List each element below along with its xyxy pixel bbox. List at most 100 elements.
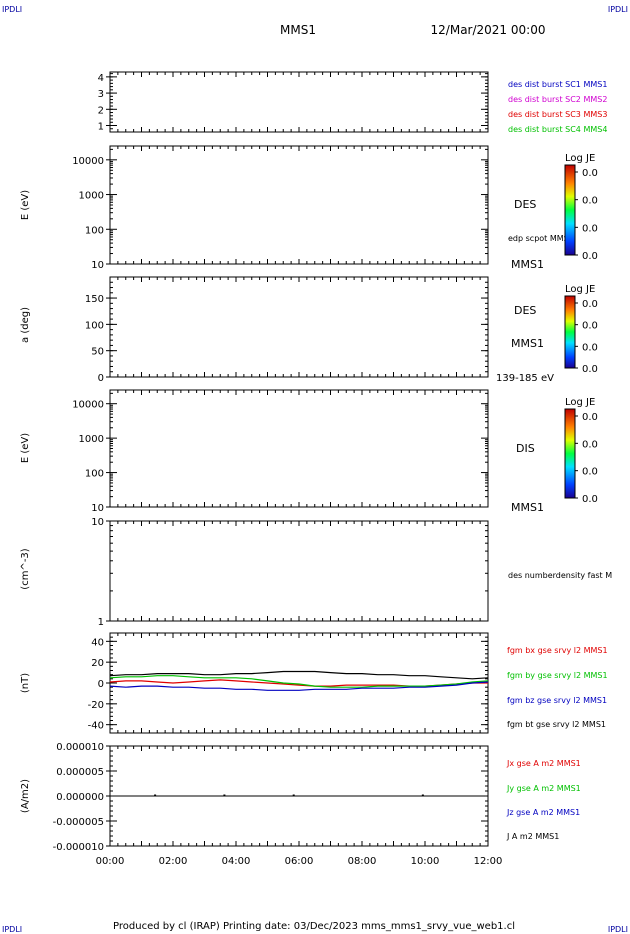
x-tick-label: 08:00 (348, 856, 377, 867)
colorbar (564, 408, 576, 499)
y-tick-label: 20 (91, 658, 104, 669)
corner-label-bottom-left: IPDLI (2, 925, 22, 934)
colorbar-tick-label: 0.0 (582, 412, 598, 423)
y-tick-label: 0 (98, 679, 104, 690)
y-tick-label: 50 (91, 347, 104, 358)
colorbar-tick-label: 0.0 (582, 342, 598, 353)
y-tick-label: -20 (88, 700, 104, 711)
legend-entry: Jz gse A m2 MMS1 (506, 808, 580, 817)
y-tick-label: -0.000005 (53, 817, 104, 828)
y-axis-label: E (eV) (20, 190, 31, 220)
panel-des-energy: 10 100 1000 10000 E (eV) DES edp scpot MMS1 MMS… (20, 145, 598, 271)
y-tick-label: -40 (88, 721, 104, 732)
legend-entry: des dist burst SC2 MMS2 (508, 95, 607, 104)
colorbar-tick-label: 0.0 (582, 321, 598, 332)
colorbar-tick-label: 0.0 (582, 439, 598, 450)
panel-label: MMS1 (511, 258, 544, 271)
legend-entry: fgm by gse srvy l2 MMS1 (507, 671, 608, 680)
corner-label-bottom-right: IPDLI (608, 925, 628, 934)
y-tick-label: 100 (85, 469, 104, 480)
y-tick-label: 1000 (79, 191, 104, 202)
header-mission: MMS1 (280, 23, 316, 37)
colorbar (564, 295, 576, 369)
y-axis-label: (A/m2) (20, 779, 31, 813)
y-tick-label: 150 (85, 294, 104, 305)
panel-frame (109, 276, 489, 378)
panel-label: DES (514, 198, 536, 211)
x-tick-label: 06:00 (285, 856, 314, 867)
y-tick-label: 0.000005 (56, 767, 104, 778)
y-tick-label: 40 (91, 637, 104, 648)
y-tick-label: 10000 (72, 400, 104, 411)
legend-entry: des dist burst SC1 MMS1 (508, 80, 607, 89)
y-tick-label: 3 (98, 89, 104, 100)
y-tick-label: 2 (98, 105, 104, 116)
panel-density: 1 10 (cm^-3) des numberdensity fast M (20, 517, 612, 628)
panels-layer: 1 2 3 4 des dist burst SC1 MMS1 des dist burs… (20, 71, 612, 867)
colorbar-tick-label: 0.0 (582, 299, 598, 310)
corner-label-top-left: IPDLI (2, 5, 22, 14)
panel-frame (109, 520, 489, 622)
y-tick-label: 10 (91, 503, 104, 514)
colorbar-tick-label: 0.0 (582, 223, 598, 234)
legend-entry: fgm bz gse srvy l2 MMS1 (507, 696, 607, 705)
y-tick-label: 1 (98, 122, 104, 133)
panel-label: DIS (516, 442, 535, 455)
panel-frame (109, 71, 489, 133)
panel-label: 139-185 eV (496, 373, 554, 384)
colorbar-title: Log JE (565, 284, 595, 295)
colorbar-tick-label: 0.0 (582, 196, 598, 207)
legend-entry: fgm bt gse srvy l2 MMS1 (507, 720, 606, 729)
colorbar-tick-label: 0.0 (582, 168, 598, 179)
series-line (109, 681, 489, 691)
legend-entry: des numberdensity fast M (508, 571, 612, 580)
legend-entry: J A m2 MMS1 (506, 832, 559, 841)
y-tick-label: 0.000010 (56, 742, 104, 753)
panel-frame (109, 389, 489, 508)
x-tick-label: 04:00 (222, 856, 251, 867)
y-tick-label: 100 (85, 225, 104, 236)
panel-des-pitch: 0 50 100 150 a (deg) DES MMS1 139-185 eV Log JE 0… (20, 276, 598, 384)
colorbar-title: Log JE (565, 397, 595, 408)
x-tick-label: 10:00 (411, 856, 440, 867)
y-tick-label: 0.000000 (56, 792, 104, 803)
panel-label: edp scpot MMS1 (508, 234, 574, 243)
legend-entry: Jy gse A m2 MMS1 (506, 784, 581, 793)
colorbar (564, 164, 576, 256)
legend-entry: Jx gse A m2 MMS1 (506, 759, 581, 768)
series-line (109, 675, 489, 688)
corner-label-top-right: IPDLI (608, 5, 628, 14)
y-axis-label: (nT) (20, 673, 31, 693)
y-tick-label: 1 (98, 617, 104, 628)
footer-credits: Produced by cl (IRAP) Printing date: 03/… (113, 921, 515, 932)
legend-entry: fgm bx gse srvy l2 MMS1 (507, 646, 608, 655)
colorbar-tick-label: 0.0 (582, 251, 598, 262)
series-line (109, 670, 489, 680)
header-date: 12/Mar/2021 00:00 (431, 23, 546, 37)
y-tick-label: 10 (91, 260, 104, 271)
panel-frame (109, 145, 489, 265)
y-tick-label: -0.000010 (53, 842, 104, 853)
panel-dis-energy: 10 100 1000 10000 E (eV) DIS MMS1 Log JE 0.0 0.0 0… (20, 389, 598, 514)
colorbar-tick-label: 0.0 (582, 467, 598, 478)
colorbar-title: Log JE (565, 153, 595, 164)
y-axis-label: E (eV) (20, 433, 31, 463)
y-axis-label: (cm^-3) (20, 548, 31, 589)
panel-label: DES (514, 304, 536, 317)
y-tick-label: 4 (98, 73, 104, 84)
legend-entry: des dist burst SC4 MMS4 (508, 125, 607, 134)
y-tick-label: 10000 (72, 156, 104, 167)
panel-current-density: -0.000010 -0.000005 0.000000 0.000005 0.0000… (20, 742, 581, 867)
x-tick-label: 02:00 (159, 856, 188, 867)
y-tick-label: 1000 (79, 434, 104, 445)
x-tick-label: 12:00 (474, 856, 503, 867)
legend-entry: des dist burst SC3 MMS3 (508, 110, 607, 119)
colorbar-tick-label: 0.0 (582, 494, 598, 505)
y-tick-label: 100 (85, 320, 104, 331)
panel-spacecraft-index: 1 2 3 4 des dist burst SC1 MMS1 des dist burs… (98, 71, 607, 134)
panel-magnetic-field: -40 -20 0 20 40 (nT) fgm bx gse srvy l2 MMS1 fg… (20, 632, 608, 734)
y-tick-label: 10 (91, 517, 104, 528)
x-tick-label: 00:00 (96, 856, 125, 867)
y-tick-label: 0 (98, 373, 104, 384)
